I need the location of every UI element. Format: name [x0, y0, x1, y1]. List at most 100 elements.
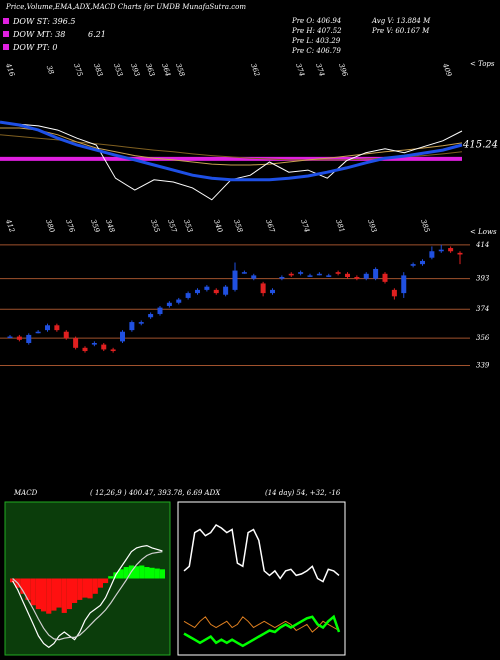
candle-body: [429, 251, 435, 258]
candle-body: [326, 275, 332, 277]
macd-histogram-bar: [92, 578, 98, 594]
y-tick-label: 393: [476, 275, 490, 283]
macd-histogram-bar: [35, 578, 41, 610]
adx-line: [183, 614, 341, 648]
macd-histogram-bar: [103, 578, 109, 584]
macd-histogram-bar: [41, 578, 47, 612]
candle-body: [204, 286, 210, 290]
macd-histogram-bar: [20, 578, 26, 594]
macd-histogram-bar: [46, 578, 52, 614]
macd-histogram-bar: [149, 567, 155, 579]
candle-body: [288, 273, 294, 276]
candle-body: [316, 273, 322, 276]
candle-body: [223, 286, 229, 295]
y-tick-label: 356: [476, 334, 490, 342]
candle-body: [45, 325, 50, 331]
candle-body: [16, 336, 22, 340]
candle-body: [391, 289, 397, 297]
legend-swatch: [3, 44, 9, 50]
candle-body: [73, 338, 79, 348]
candle-body: [251, 275, 257, 279]
candle-body: [448, 248, 454, 252]
candle-body: [26, 334, 32, 343]
macd-histogram-bar: [10, 578, 16, 583]
candle-body: [335, 272, 341, 274]
candle-body: [345, 273, 350, 278]
macd-params: ( 12,26,9 ) 400.47, 393.78, 6.69 ADX: [90, 489, 221, 497]
macd-histogram-bar: [108, 576, 114, 579]
candle-body: [298, 272, 304, 274]
top-label: 38: [45, 64, 56, 76]
candle-body: [241, 272, 247, 274]
reference-label: 415.24: [462, 139, 498, 150]
macd-label: MACD: [13, 489, 38, 497]
candle-body: [129, 322, 135, 331]
ema-line: [0, 120, 463, 182]
candle-body: [213, 289, 219, 294]
candle-body: [363, 273, 369, 279]
candle-body: [401, 275, 407, 294]
dow-st: DOW ST: 396.5: [12, 17, 75, 26]
candle-body: [110, 349, 116, 352]
legend-swatch: [3, 18, 9, 24]
macd-histogram-bar: [30, 578, 36, 606]
y-tick-label: 339: [476, 362, 490, 370]
macd-histogram-bar: [134, 566, 140, 579]
y-tick-label: 414: [475, 241, 489, 249]
candle-body: [457, 252, 463, 255]
adx-params: (14 day) 54, +32, -16: [265, 489, 341, 497]
macd-histogram-bar: [66, 578, 72, 610]
candle-body: [382, 273, 388, 282]
macd-histogram-bar: [97, 578, 103, 588]
candle-body: [420, 260, 425, 265]
macd-histogram-bar: [82, 578, 88, 598]
lows-label: < Lows: [470, 228, 497, 236]
adx-panel: [177, 501, 346, 656]
pre-close: Pre C: 406.79: [291, 47, 341, 55]
macd-histogram-bar: [77, 578, 83, 600]
candle-body: [148, 314, 154, 318]
macd-histogram-bar: [61, 578, 67, 613]
macd-histogram-bar: [56, 578, 62, 608]
candle-body: [410, 264, 416, 266]
candle-body: [176, 299, 182, 303]
pre-high: Pre H: 407.52: [291, 27, 342, 35]
pre-low: Pre L: 403.29: [291, 37, 341, 45]
adx-line: [183, 524, 340, 583]
candle-body: [373, 268, 379, 279]
candle-body: [120, 331, 125, 342]
candle-body: [185, 293, 191, 298]
candle-body: [279, 277, 285, 279]
macd-histogram-bar: [139, 565, 145, 579]
macd-histogram-bar: [51, 578, 57, 611]
candle-body: [35, 331, 41, 334]
macd-line: [12, 551, 163, 641]
legend-swatch: [3, 31, 9, 37]
macd-histogram-bar: [144, 567, 150, 579]
candle-body: [166, 302, 172, 306]
dow-mt-value: 6.21: [88, 30, 106, 39]
candle-body: [270, 289, 275, 294]
y-tick-label: 374: [476, 305, 489, 313]
macd-histogram-bar: [87, 578, 93, 599]
dow-mt: DOW MT: 38: [12, 30, 65, 39]
candle-body: [82, 347, 88, 352]
pre-volume: Pre V: 60.167 M: [371, 27, 430, 35]
candle-body: [91, 342, 97, 345]
candle-body: [54, 325, 60, 331]
dow-pt: DOW PT: 0: [12, 43, 58, 52]
title: Price,Volume,EMA,ADX,MACD Charts for UMD…: [5, 3, 246, 11]
candle-body: [354, 277, 360, 279]
macd-histogram-bar: [154, 568, 160, 579]
candle-body: [7, 336, 13, 339]
candle-body: [101, 344, 107, 350]
candle-body: [157, 307, 163, 315]
macd-histogram-bar: [72, 578, 78, 603]
macd-histogram-bar: [123, 567, 129, 579]
tops-label: < Tops: [470, 60, 495, 68]
macd-histogram-bar: [25, 578, 31, 600]
candle-body: [195, 289, 200, 294]
ema-line: [0, 127, 463, 166]
